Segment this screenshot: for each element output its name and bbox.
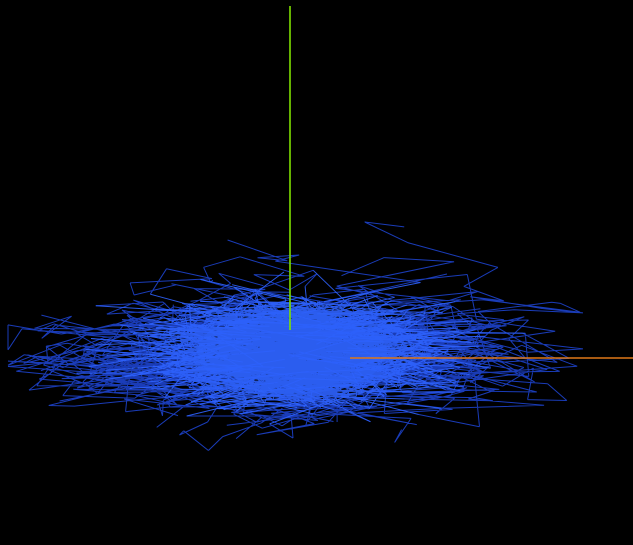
walk-path-core bbox=[76, 269, 526, 425]
walk-core-glow bbox=[197, 310, 387, 394]
random-walk-cloud bbox=[7, 221, 584, 451]
